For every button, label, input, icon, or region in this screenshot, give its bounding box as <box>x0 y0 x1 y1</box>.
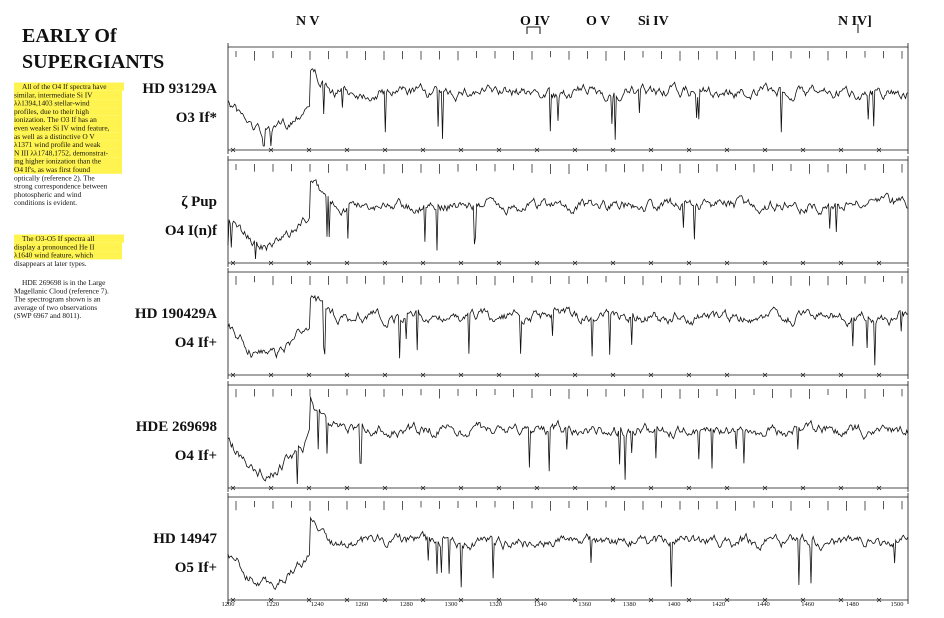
star-type: O4 I(n)f <box>165 223 218 239</box>
paragraph-line: even weaker Si IV wind feature, <box>14 124 110 133</box>
highlight <box>14 251 122 260</box>
wavelength-label: 1220 <box>266 601 279 608</box>
spectrum <box>227 68 909 147</box>
spectrum <box>227 179 908 260</box>
highlight <box>14 140 122 149</box>
ticks <box>235 389 903 399</box>
bracket <box>526 26 541 34</box>
wavelength-label: 1420 <box>712 601 725 608</box>
star-name: HD 14947 <box>153 531 217 547</box>
star-type: O4 If+ <box>175 448 217 464</box>
wavelength-label: 1380 <box>623 601 636 608</box>
line-label: N IV] <box>838 14 872 29</box>
wavelength-label: 1320 <box>489 601 502 608</box>
paragraph-line: (SWP 6967 and 8011). <box>14 311 81 320</box>
spectrum <box>227 294 908 366</box>
highlight <box>14 124 122 133</box>
ticks <box>235 501 903 511</box>
wavelength-label: 1440 <box>757 601 770 608</box>
paragraph-line: λ1371 wind profile and weak <box>14 140 101 149</box>
paragraph-line: strong correspondence between <box>14 182 107 191</box>
wavelength-label: 1340 <box>534 601 547 608</box>
star-type: O3 If* <box>176 110 217 126</box>
wavelength-label: 1460 <box>801 601 814 608</box>
ticks <box>235 276 903 286</box>
highlight <box>14 157 122 166</box>
star-type: O4 If+ <box>175 335 217 351</box>
paragraph-line: N III λλ1748,1752, demonstrat- <box>14 148 109 157</box>
wavelength-label: 1280 <box>400 601 413 608</box>
highlight <box>14 148 122 158</box>
wavelength-label: 1360 <box>578 601 591 608</box>
wavelength-label: 1400 <box>668 601 681 608</box>
star-type: O5 If+ <box>175 560 217 576</box>
line-label: O IV <box>520 14 550 29</box>
x-marks <box>230 147 882 153</box>
paragraph-line: optically (reference 2). The <box>14 173 95 182</box>
line-label: Si IV <box>638 14 669 29</box>
star-name: HD 93129A <box>142 81 217 97</box>
paragraph-line: Magellanic Cloud (reference 7). <box>14 286 109 295</box>
paragraph-line: similar, intermediate Si IV <box>14 90 93 99</box>
paragraph-line: as well as a distinctive O V <box>14 132 95 141</box>
paragraph-line: The spectrogram shown is an <box>14 295 101 304</box>
paragraph-line: photospheric and wind <box>14 190 82 199</box>
highlight <box>14 99 122 108</box>
paragraph-line: O4 If's, as was first found <box>14 165 90 174</box>
highlight <box>14 115 122 124</box>
star-name: HDE 269698 <box>136 419 217 435</box>
wavelength-label: 1500 <box>891 601 904 608</box>
spectrum <box>227 396 909 485</box>
line-label: O V <box>586 14 610 29</box>
highlight <box>14 132 122 141</box>
paragraph-line: The O3-O5 If spectra all <box>22 234 95 243</box>
wavelength-label: 1480 <box>846 601 859 608</box>
paragraph-line: display a pronounced He II <box>14 242 95 251</box>
x-marks <box>230 372 882 378</box>
x-marks <box>230 485 882 491</box>
highlight <box>14 165 122 174</box>
highlight <box>14 90 122 100</box>
star-name: ζ Pup <box>181 194 217 210</box>
paragraph-line: HDE 269698 is in the Large <box>22 278 106 287</box>
paragraph-line: profiles, due to their high <box>14 107 89 116</box>
highlight <box>14 242 122 252</box>
paragraph-line: λ1640 wind feature, which <box>14 251 93 260</box>
x-marks <box>230 260 882 266</box>
paragraph-line: ing higher ionization than the <box>14 157 102 166</box>
ticks <box>235 164 903 174</box>
paragraph-line: λλ1394,1403 stellar-wind <box>14 99 90 108</box>
spectrum <box>227 516 909 591</box>
wavelength-label: 1300 <box>445 601 458 608</box>
wavelength-label: 1240 <box>311 601 324 608</box>
star-name: HD 190429A <box>135 306 217 322</box>
paragraph-line: average of two observations <box>14 303 97 312</box>
title: EARLY Of <box>22 25 117 47</box>
highlight <box>14 107 122 116</box>
paragraph-line: ionization. The O3 If has an <box>14 115 97 124</box>
paragraph-line: conditions is evident. <box>14 198 77 207</box>
paragraph-line: disappears at later types. <box>14 259 87 268</box>
highlight <box>14 82 124 91</box>
line-label: N V <box>296 14 319 29</box>
title: SUPERGIANTS <box>22 51 164 73</box>
highlight <box>14 234 124 243</box>
ticks <box>235 51 903 61</box>
wavelength-label: 1260 <box>355 601 368 608</box>
wavelength-label: 1200 <box>222 601 235 608</box>
x-marks <box>230 597 882 603</box>
paragraph-line: All of the O4 If spectra have <box>22 82 107 91</box>
